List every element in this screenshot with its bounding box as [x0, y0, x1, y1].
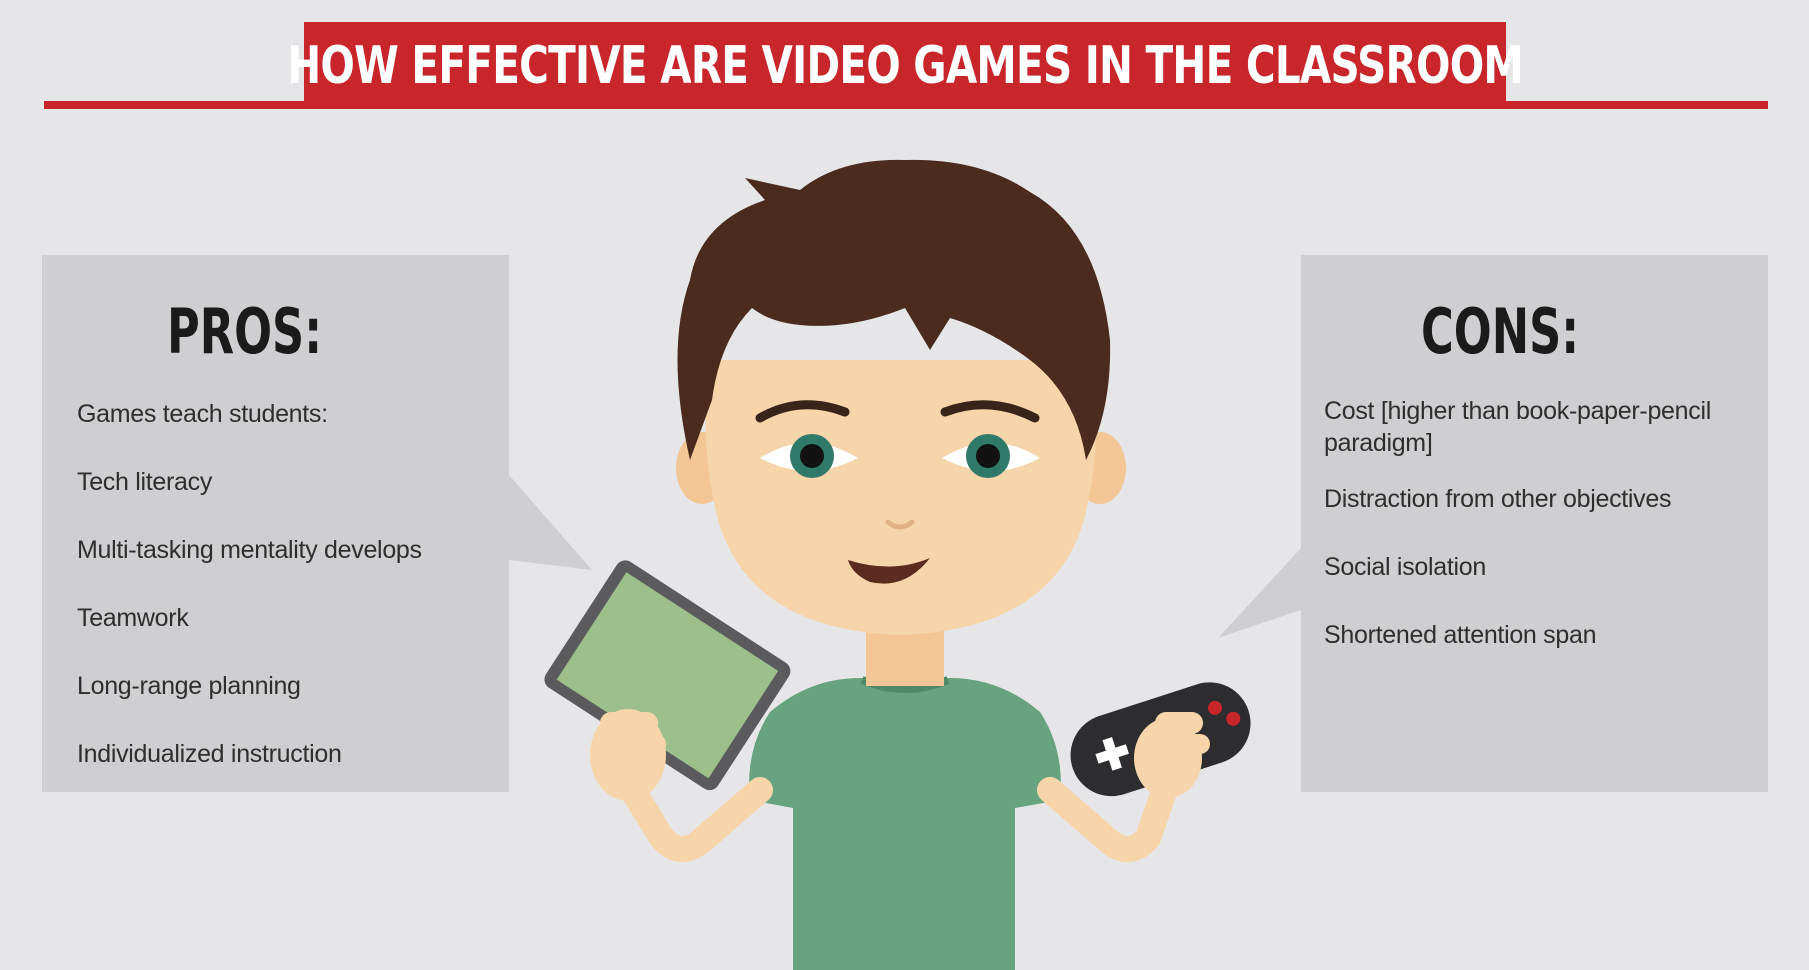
page-title: HOW EFFECTIVE ARE VIDEO GAMES IN THE CLA… [287, 35, 1524, 96]
list-item: Cost [higher than book-paper-pencil para… [1324, 397, 1711, 457]
mouth [848, 558, 930, 584]
left-arm [607, 757, 773, 862]
pros-panel: PROS: Games teach students: Tech literac… [42, 255, 509, 792]
list-item: Games teach students: [77, 400, 328, 428]
hair [677, 159, 1111, 460]
title-banner: HOW EFFECTIVE ARE VIDEO GAMES IN THE CLA… [287, 22, 1524, 109]
cons-heading: CONS: [1421, 295, 1580, 368]
pros-list: Games teach students: Tech literacy Mult… [77, 399, 497, 807]
right-eyebrow [940, 400, 1040, 423]
list-item: Multi-tasking mentality develops [77, 536, 422, 564]
right-hand [1134, 712, 1210, 798]
right-arm [1037, 767, 1181, 862]
cons-speech-pointer [1218, 548, 1301, 638]
cons-list: Cost [higher than book-paper-pencil para… [1324, 395, 1754, 687]
list-item: Tech literacy [77, 468, 213, 496]
list-item: Long-range planning [77, 672, 301, 700]
left-hand [590, 709, 666, 801]
list-item: Teamwork [77, 604, 189, 632]
face [705, 360, 1097, 635]
tablet-icon [544, 560, 791, 791]
list-item: Individualized instruction [77, 740, 342, 768]
list-item: Social isolation [1324, 553, 1486, 581]
left-eye [760, 434, 858, 478]
list-item: Shortened attention span [1324, 621, 1597, 649]
right-eye [942, 434, 1040, 478]
pros-speech-pointer [509, 475, 592, 570]
pros-heading: PROS: [167, 295, 323, 368]
nose [885, 519, 915, 530]
cons-panel: CONS: Cost [higher than book-paper-penci… [1301, 255, 1768, 792]
boy-character [544, 159, 1251, 970]
left-eyebrow [755, 400, 850, 423]
shirt [749, 678, 1061, 970]
list-item: Distraction from other objectives [1324, 485, 1672, 513]
